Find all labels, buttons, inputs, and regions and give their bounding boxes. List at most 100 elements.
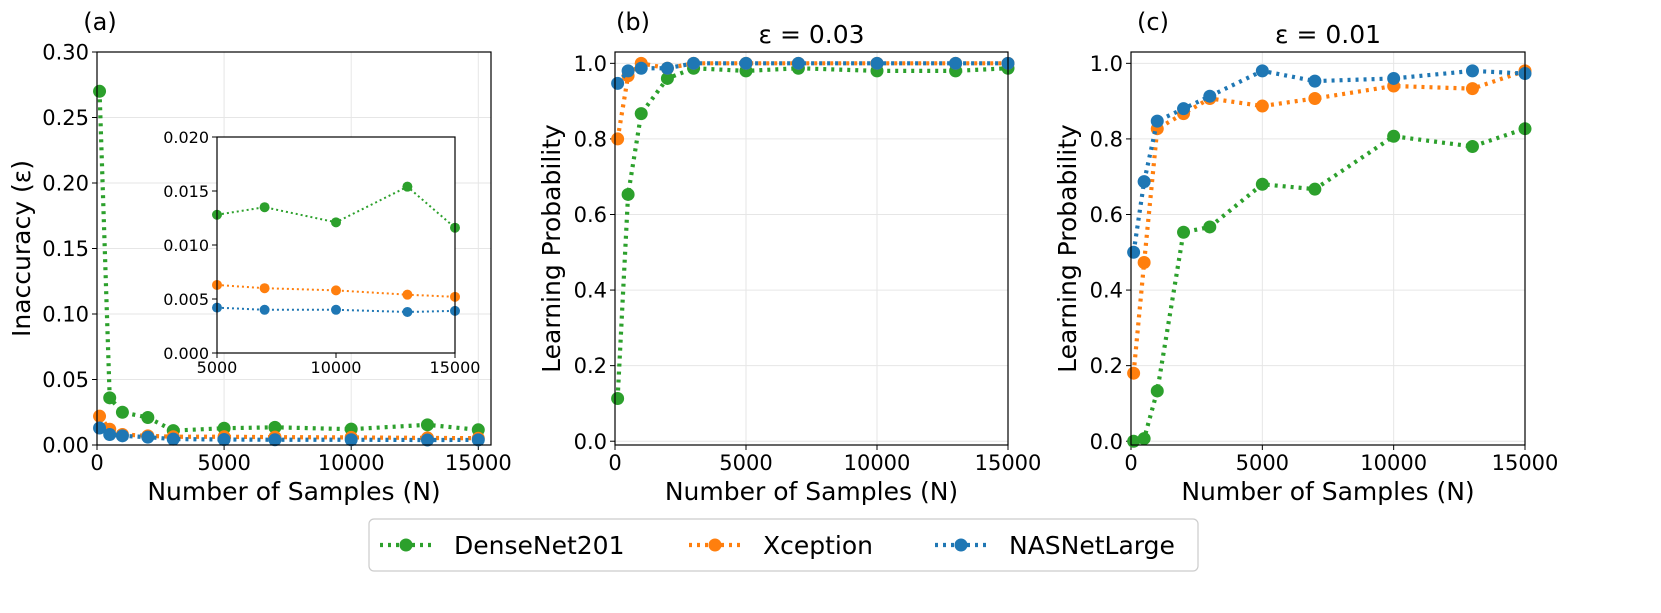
panel-b-data-point-nasnetlarge [634,61,648,75]
panel-a-data-point-densenet201 [93,84,107,98]
panel-a-inset-data-point-nasnetlarge [259,304,270,315]
panel-c-data-point-nasnetlarge [1127,245,1141,259]
panel-c-x-tick-label: 15000 [1492,451,1559,475]
panel-c-data-point-densenet201 [1150,384,1164,398]
panel-a-inset-y-tick-label: 0.020 [163,128,209,147]
panel-c-panel-label: (c) [1137,8,1169,36]
panel-c-data-point-nasnetlarge [1177,102,1191,116]
panel-c-y-tick-label: 0.8 [1090,127,1123,151]
panel-a-y-tick-label: 0.05 [42,368,89,392]
panel-b-y-axis-label: Learning Probability [537,124,566,373]
panel-a-data-point-nasnetlarge [268,433,282,447]
panel-c-data-point-densenet201 [1387,129,1401,143]
panel-b-series-line-xception [615,61,1008,140]
panel-b-data-point-nasnetlarge [870,56,884,70]
panel-a-data-point-densenet201 [420,418,434,432]
panel-a-axes-frame [96,51,492,446]
panel-c-data-point-xception [1255,99,1269,113]
panel-c-axes-frame [1130,51,1526,446]
panel-c-data-point-nasnetlarge [1308,74,1322,88]
panel-b-data-point-nasnetlarge [739,56,753,70]
panel-a-inset-y-tick-label: 0.005 [163,290,209,309]
panel-c-data-point-nasnetlarge [1203,89,1217,103]
panel-a-inset-data-point-densenet201 [402,181,413,192]
panel-c-y-tick-label: 0.2 [1090,354,1123,378]
panel-c-data-point-nasnetlarge [1465,64,1479,78]
panel-b-plot-area [615,52,1008,445]
panel-c-data-point-xception [1127,366,1141,380]
panel-b-x-axis-label: Number of Samples (N) [665,477,958,506]
panel-a-data-point-densenet201 [268,420,282,434]
panel-a-data-point-densenet201 [141,410,155,424]
panel-b-data-point-nasnetlarge [660,61,674,75]
panel-b-y-tick-label: 0.6 [574,203,607,227]
panel-c-data-point-densenet201 [1308,182,1322,196]
panel-a-y-tick-label: 0.30 [42,41,89,65]
panel-a-data-point-nasnetlarge [217,432,231,446]
legend-marker-densenet201 [399,538,413,552]
panel-c-y-tick-label: 0.6 [1090,203,1123,227]
panel-c-series-line-densenet201 [1133,126,1526,444]
panel-a-data-point-nasnetlarge [103,428,117,442]
panel-b-panel-label: (b) [616,8,650,36]
panel-c-y-axis-label: Learning Probability [1053,124,1082,373]
panel-c-x-tick-label: 10000 [1360,451,1427,475]
panel-b-data-point-xception [611,132,625,146]
panel-a-data-point-nasnetlarge [420,433,434,447]
panel-b-data-point-densenet201 [634,107,648,121]
panel-a-inset-data-point-xception [402,289,413,300]
panel-b-data-point-nasnetlarge [791,56,805,70]
panel-a-inset-data-point-nasnetlarge [402,306,413,317]
panel-a-inset-series-line-xception [216,283,456,298]
panel-a-y-tick-label: 0.25 [42,106,89,130]
panel-a-inset-data-point-densenet201 [259,202,270,213]
panel-a-inset-x-tick-label: 5000 [197,358,238,377]
panel-a-inset-axes-frame [216,136,456,354]
legend-entry-nasnetlarge: NASNetLarge [935,531,1175,560]
panel-a-inset-plot: 5000 10000 15000 0.000 0.005 0.010 0.015 0.020 [163,128,480,377]
panel-c-x-axis-label: Number of Samples (N) [1181,477,1474,506]
panel-c-data-point-densenet201 [1177,225,1191,239]
panel-a-data-point-nasnetlarge [93,421,107,435]
panel-b-plot: 0 5000 10000 15000 0.0 0.2 0.4 0.6 0.8 1.0 [574,51,1042,475]
legend-frame [368,518,1199,572]
panel-a-data-point-nasnetlarge [166,432,180,446]
panel-c-title: ε = 0.01 [1275,20,1381,49]
panel-a-x-tick-label: 5000 [197,451,250,475]
panel-b-x-tick-label: 5000 [719,451,772,475]
panel-a-inset-plot-area [217,137,455,353]
panel-b-x-tick-label: 15000 [975,451,1042,475]
panel-c-data-point-xception [1465,82,1479,96]
panel-a-data-point-densenet201 [115,405,129,419]
panel-a-data-point-xception [93,409,107,423]
legend-label-densenet201: DenseNet201 [454,531,624,560]
panel-c-data-point-nasnetlarge [1150,114,1164,128]
panel-b-y-tick-label: 0.0 [574,430,607,454]
legend-marker-nasnetlarge [954,538,968,552]
legend-entry-xception: Xception [689,531,873,560]
panel-a-inset-x-tick-label: 10000 [311,358,362,377]
panel-b-data-point-nasnetlarge [949,56,963,70]
panel-c-y-tick-label: 0.4 [1090,279,1123,303]
panel-a-y-tick-label: 0.10 [42,303,89,327]
panel-c-data-point-xception [1308,91,1322,105]
panel-b-data-point-densenet201 [660,71,674,85]
panel-c-data-point-nasnetlarge [1137,175,1151,189]
panel-b-data-point-densenet201 [611,392,625,406]
legend-label-nasnetlarge: NASNetLarge [1009,531,1175,560]
panel-a-y-tick-label: 0.00 [42,434,89,458]
panel-b-data-point-nasnetlarge [621,64,635,78]
panel-a-panel-label: (a) [83,8,116,36]
panel-b-data-point-nasnetlarge [687,56,701,70]
panel-a-inset-x-tick-label: 15000 [430,358,481,377]
panel-b-axes-frame [614,51,1009,446]
panel-a-inset-data-point-densenet201 [331,217,341,228]
legend-label-xception: Xception [763,531,873,560]
panel-a-series-line-xception [97,414,479,441]
panel-c-data-point-densenet201 [1137,432,1151,446]
panel-c-data-point-nasnetlarge [1255,64,1269,78]
panel-a-x-tick-label: 15000 [445,451,512,475]
panel-c-data-point-densenet201 [1465,139,1479,153]
panel-b-y-tick-label: 0.4 [574,279,607,303]
